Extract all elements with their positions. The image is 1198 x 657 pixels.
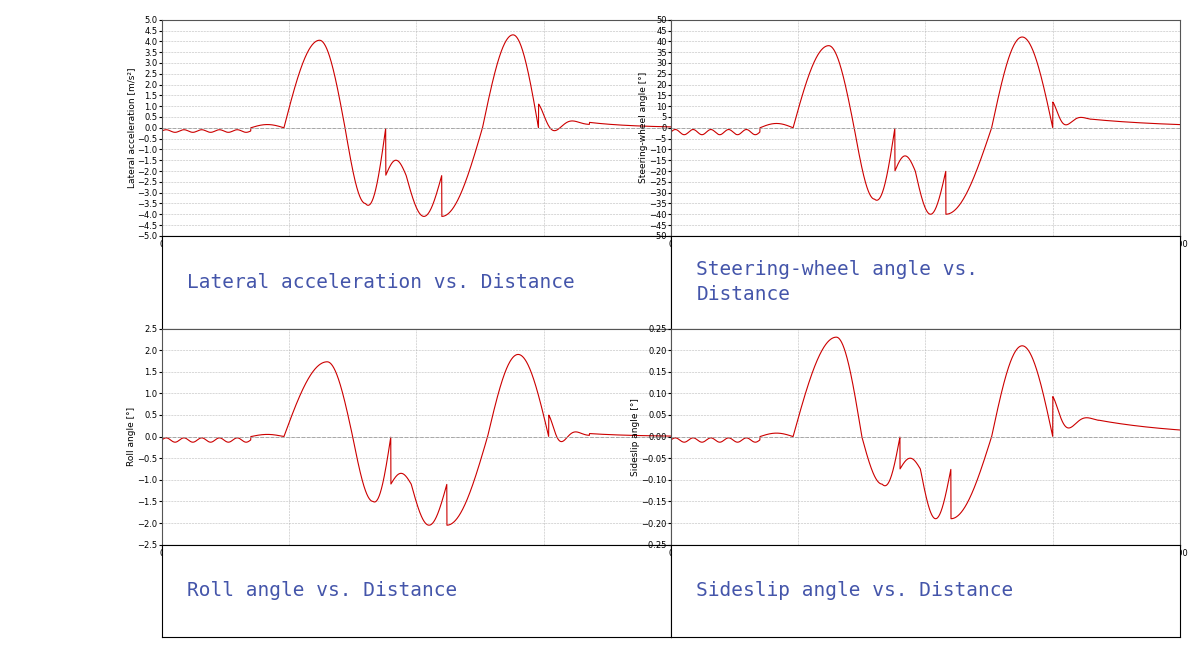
Y-axis label: Lateral acceleration [m/s²]: Lateral acceleration [m/s²]: [127, 68, 135, 188]
Text: Sideslip angle vs. Distance: Sideslip angle vs. Distance: [696, 581, 1014, 600]
X-axis label: Distance [m]: Distance [m]: [896, 559, 955, 568]
Y-axis label: Steering-wheel angle [°]: Steering-wheel angle [°]: [639, 72, 648, 183]
Text: Lateral acceleration vs. Distance: Lateral acceleration vs. Distance: [187, 273, 575, 292]
X-axis label: Distance [m]: Distance [m]: [387, 559, 446, 568]
X-axis label: Distance [m]: Distance [m]: [896, 250, 955, 260]
Y-axis label: Sideslip angle [°]: Sideslip angle [°]: [631, 397, 640, 476]
X-axis label: Distance [m]: Distance [m]: [387, 250, 446, 260]
Y-axis label: Roll angle [°]: Roll angle [°]: [127, 407, 137, 466]
Text: Steering-wheel angle vs.
Distance: Steering-wheel angle vs. Distance: [696, 260, 979, 304]
Text: Roll angle vs. Distance: Roll angle vs. Distance: [187, 581, 458, 600]
